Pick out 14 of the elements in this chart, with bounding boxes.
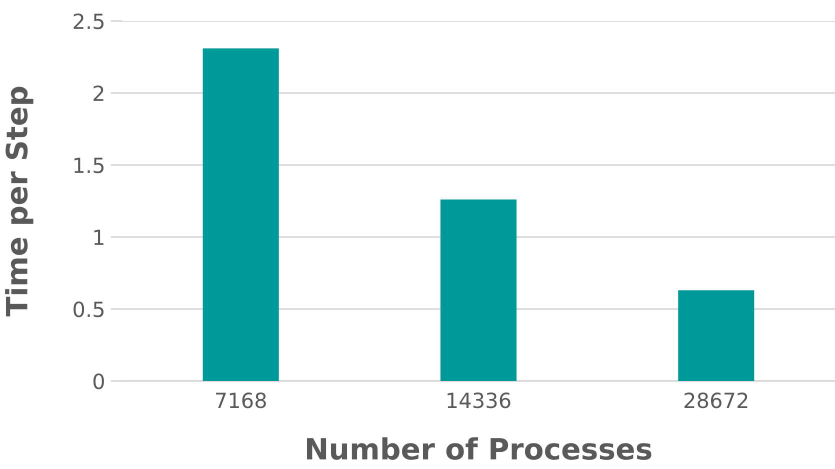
bar bbox=[440, 200, 517, 381]
bar bbox=[678, 290, 754, 381]
y-tick-label: 2.5 bbox=[74, 13, 104, 30]
y-tick-label: 0 bbox=[93, 373, 104, 390]
y-tick-label: 1.5 bbox=[74, 158, 104, 174]
bar bbox=[202, 48, 279, 381]
x-tick-label: 14336 bbox=[448, 392, 510, 408]
y-tick-label: 2 bbox=[94, 85, 104, 101]
y-axis-title: Time per Step bbox=[5, 86, 34, 316]
x-tick-label: 7168 bbox=[216, 392, 266, 408]
y-tick-label: 0.5 bbox=[74, 301, 104, 318]
x-axis-title: Number of Processes bbox=[306, 437, 652, 460]
y-tick-label: 1 bbox=[94, 230, 104, 245]
x-tick-label: 28672 bbox=[684, 392, 748, 408]
